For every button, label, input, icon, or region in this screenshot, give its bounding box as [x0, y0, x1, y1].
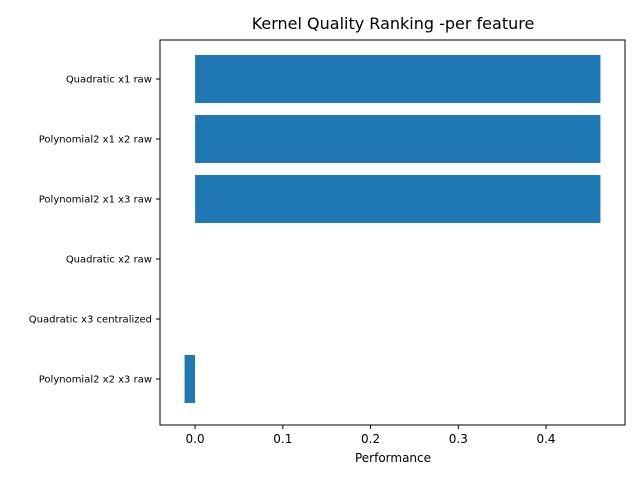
x-tick-label: 0.2: [361, 432, 380, 446]
bar-0: [195, 55, 601, 103]
x-axis-label: Performance: [355, 451, 431, 465]
x-tick-label: 0.4: [536, 432, 555, 446]
x-tick-label: 0.0: [186, 432, 205, 446]
plot-frame: [159, 39, 626, 426]
bar-2: [195, 175, 601, 223]
y-tick-label: Quadratic x1 raw: [66, 75, 152, 86]
x-axis: 0.0 0.1 0.2 0.3 0.4: [186, 425, 556, 446]
y-tick-label: Polynomial2 x1 x3 raw: [39, 195, 152, 206]
y-tick-label: Quadratic x3 centralized: [29, 315, 152, 326]
bar-1: [195, 115, 601, 163]
chart-title: Kernel Quality Ranking -per feature: [252, 14, 535, 33]
y-tick-label: Quadratic x2 raw: [66, 255, 152, 266]
y-axis: Quadratic x1 raw Polynomial2 x1 x2 raw Pol…: [29, 75, 160, 386]
bars-group: [184, 55, 601, 403]
x-tick-label: 0.1: [273, 432, 292, 446]
y-tick-label: Polynomial2 x2 x3 raw: [39, 375, 152, 386]
bar-5: [184, 355, 196, 403]
y-tick-label: Polynomial2 x1 x2 raw: [39, 135, 152, 146]
x-tick-label: 0.3: [449, 432, 468, 446]
